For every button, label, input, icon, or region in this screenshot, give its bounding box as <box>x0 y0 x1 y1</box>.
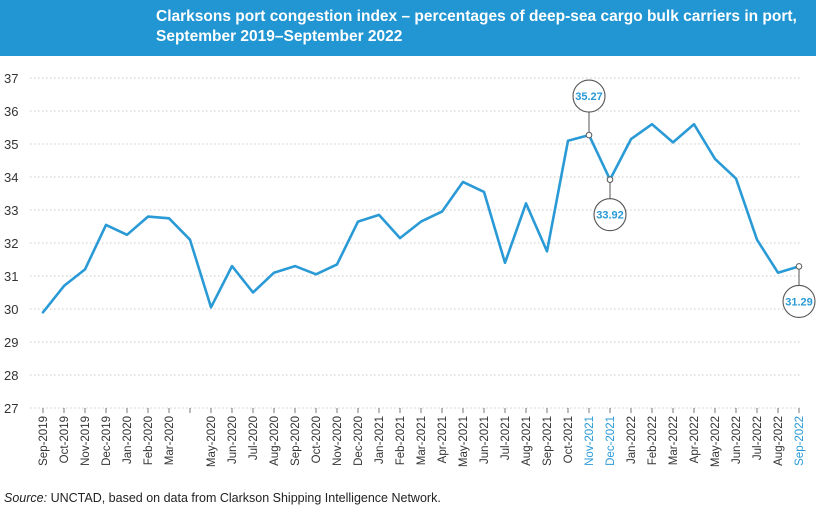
x-tick-label: Oct-2020 <box>311 416 323 463</box>
x-axis-tick-labels: Sep-2019 Oct-2019 Nov-2019 Dec-2019 Jan-2020… <box>38 408 806 467</box>
x-tick-label: May-2020 <box>206 416 218 467</box>
x-tick-label: Jun-2021 <box>479 416 491 464</box>
x-tick-label: Dec-2021 <box>605 416 617 466</box>
y-tick-label: 32 <box>4 236 18 251</box>
x-tick-label: Mar-2022 <box>668 416 680 465</box>
x-tick-label: Sep-2020 <box>290 416 302 466</box>
x-tick-label: Jan-2021 <box>374 416 386 464</box>
y-axis-tick-labels: 27 28 29 30 31 32 33 34 35 36 37 <box>4 71 18 416</box>
x-tick-label: May-2021 <box>458 416 470 467</box>
x-tick-label: Dec-2019 <box>101 416 113 466</box>
x-tick-label: Nov-2019 <box>80 416 92 466</box>
data-point-marker <box>795 263 803 270</box>
y-tick-label: 31 <box>4 269 18 284</box>
x-tick-label: Sep-2019 <box>38 416 50 466</box>
line-chart: 27 28 29 30 31 32 33 34 35 36 37 Sep-2019 Oct-2019 N… <box>4 71 816 467</box>
chart-title-bar: Clarksons port congestion index – percen… <box>0 0 816 56</box>
y-tick-label: 27 <box>4 401 18 416</box>
annotation-bubble <box>782 284 816 318</box>
source-label: Source: <box>4 491 48 505</box>
series-line <box>41 122 801 314</box>
y-tick-label: 30 <box>4 302 18 317</box>
x-tick-label: Jul-2020 <box>248 416 260 460</box>
x-tick-label: Sep-2021 <box>542 416 554 466</box>
x-tick-label: Apr-2021 <box>437 416 449 463</box>
x-tick-label: May-2022 <box>710 416 722 467</box>
y-tick-label: 36 <box>4 104 18 119</box>
data-label: 31.29 <box>785 296 813 308</box>
x-tick-label: Feb-2021 <box>395 416 407 465</box>
y-tick-label: 34 <box>4 170 18 185</box>
x-tick-label: Dec-2020 <box>353 416 365 466</box>
chart-title: Clarksons port congestion index – percen… <box>156 8 797 45</box>
x-tick-label: Jan-2020 <box>122 416 134 464</box>
data-point-marker <box>606 176 614 183</box>
x-tick-label: Mar-2020 <box>164 416 176 465</box>
x-tick-label: Aug-2022 <box>773 416 785 466</box>
x-tick-label: Aug-2021 <box>521 416 533 466</box>
data-point-marker <box>585 131 593 139</box>
x-tick-label: Jun-2020 <box>227 416 239 464</box>
annotation-bubble <box>593 198 627 232</box>
annotations: 35.27 33.92 31.29 <box>572 79 816 318</box>
x-tick-label: Feb-2020 <box>143 416 155 465</box>
gridlines <box>30 77 800 409</box>
x-tick-label: Jul-2022 <box>752 416 764 460</box>
data-label: 35.27 <box>575 91 603 103</box>
x-tick-label: Feb-2022 <box>647 416 659 465</box>
data-label: 33.92 <box>596 210 624 222</box>
annotation-bubble <box>572 79 606 113</box>
y-tick-label: 35 <box>4 137 18 152</box>
y-tick-label: 33 <box>4 203 18 218</box>
y-tick-label: 37 <box>4 71 18 86</box>
x-tick-label: Apr-2022 <box>689 416 701 463</box>
y-tick-label: 28 <box>4 368 18 383</box>
x-tick-label: Oct-2021 <box>563 416 575 463</box>
source-note: Source: UNCTAD, based on data from Clark… <box>4 491 441 505</box>
x-tick-label: Nov-2020 <box>332 416 344 466</box>
series-line-layer <box>41 122 801 314</box>
x-tick-label: Jan-2022 <box>626 416 638 464</box>
x-tick-label: Nov-2021 <box>584 416 596 466</box>
x-tick-label: Jul-2021 <box>500 416 512 460</box>
y-tick-label: 29 <box>4 335 18 350</box>
x-tick-label: Jun-2022 <box>731 416 743 464</box>
x-tick-label: Aug-2020 <box>269 416 281 466</box>
x-tick-label: Mar-2021 <box>416 416 428 465</box>
x-tick-label: Sep-2022 <box>794 416 806 466</box>
x-tick-label: Oct-2019 <box>59 416 71 463</box>
source-text: UNCTAD, based on data from Clarkson Ship… <box>47 491 441 505</box>
